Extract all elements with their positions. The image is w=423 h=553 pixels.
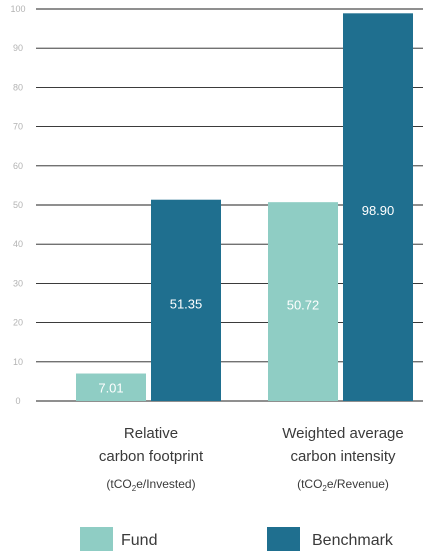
- unit-prefix: (tCO: [297, 477, 322, 491]
- bar-value-labels: 7.01 51.35 50.72 98.90: [98, 203, 394, 395]
- unit-suffix: e/Invested): [136, 477, 195, 491]
- legend-label-fund: Fund: [121, 532, 157, 549]
- y-tick-label: 50: [13, 200, 23, 210]
- category-label: carbon intensity: [290, 448, 396, 465]
- legend: Fund Benchmark: [80, 527, 394, 551]
- bar-value-label: 98.90: [362, 203, 395, 218]
- y-tick-label: 10: [13, 357, 23, 367]
- y-axis-tick-labels: 0 10 20 30 40 50 60 70 80 90 100: [10, 4, 25, 406]
- legend-swatch-benchmark: [267, 527, 300, 551]
- bar-benchmark-2: [343, 13, 413, 401]
- category-label: carbon footprint: [99, 448, 204, 465]
- category-label: Weighted average: [282, 425, 403, 442]
- bar-value-label: 51.35: [170, 296, 203, 311]
- y-tick-label: 60: [13, 161, 23, 171]
- y-tick-label: 30: [13, 278, 23, 288]
- unit-subscript: 2: [322, 484, 327, 493]
- bars: [76, 13, 413, 401]
- category-label: Relative: [124, 425, 178, 442]
- unit-subscript: 2: [132, 484, 137, 493]
- bar-fund-2: [268, 202, 338, 401]
- y-tick-label: 100: [10, 4, 25, 14]
- y-tick-label: 0: [15, 396, 20, 406]
- y-tick-label: 40: [13, 239, 23, 249]
- y-tick-label: 80: [13, 82, 23, 92]
- bar-benchmark-1: [151, 199, 221, 401]
- y-tick-label: 90: [13, 43, 23, 53]
- category-unit-label: (tCO2e/Invested): [106, 477, 195, 493]
- bar-value-label: 7.01: [98, 380, 123, 395]
- y-tick-label: 70: [13, 122, 23, 132]
- unit-prefix: (tCO: [106, 477, 131, 491]
- y-tick-label: 20: [13, 318, 23, 328]
- legend-label-benchmark: Benchmark: [312, 532, 394, 549]
- legend-swatch-fund: [80, 527, 113, 551]
- bar-value-label: 50.72: [287, 298, 320, 313]
- bar-fund-1: [76, 373, 146, 401]
- category-unit-label: (tCO2e/Revenue): [297, 477, 389, 493]
- unit-suffix: e/Revenue): [327, 477, 389, 491]
